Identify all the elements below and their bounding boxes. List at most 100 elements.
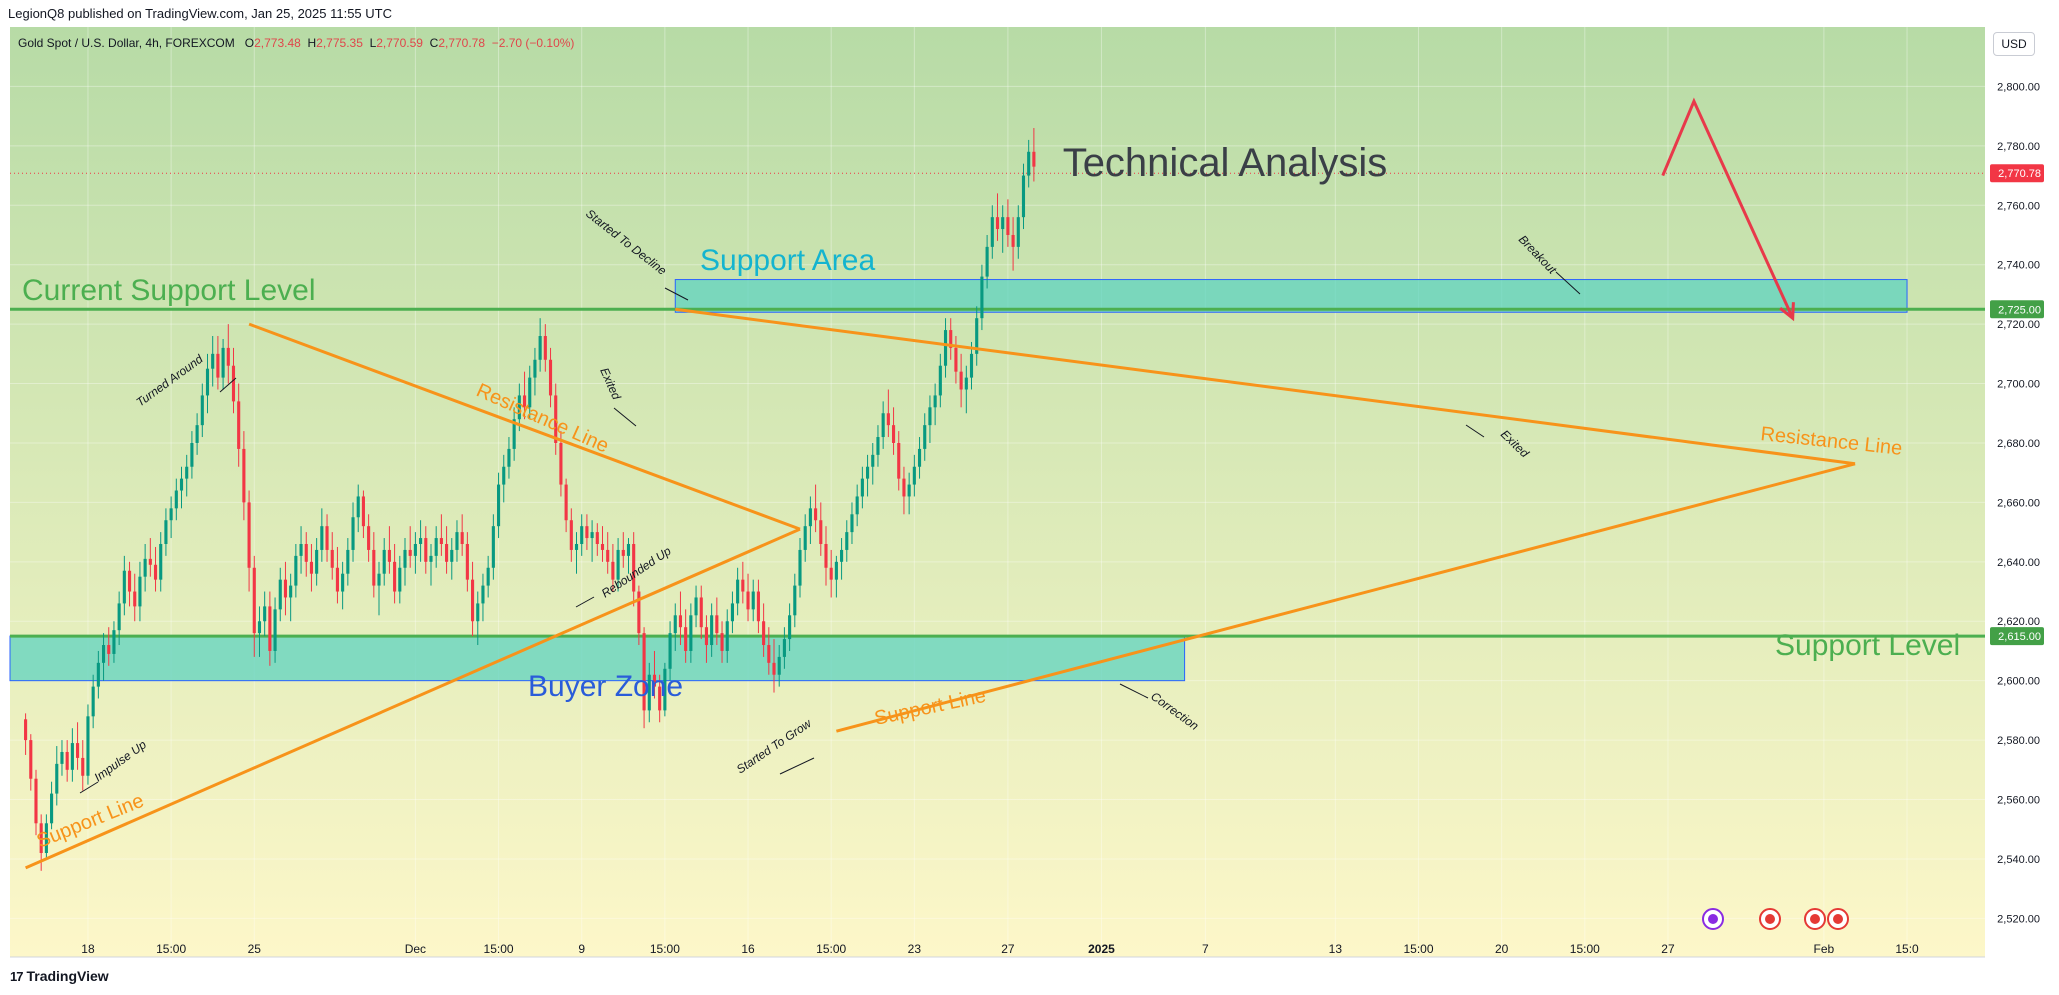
y-tick-label: 2,600.00 — [1997, 676, 2040, 688]
candle-body — [897, 442, 901, 479]
candle-body — [902, 478, 906, 497]
candle-body — [881, 413, 885, 438]
x-tick-label: 7 — [1202, 942, 1209, 956]
candle-body — [710, 615, 714, 646]
candle-body — [736, 579, 740, 604]
candle-body — [1006, 217, 1010, 235]
candle-body — [876, 437, 880, 455]
candle-body — [678, 615, 683, 628]
y-tick-label: 2,520.00 — [1997, 913, 2040, 925]
candle-body — [127, 570, 132, 592]
x-tick-label: Feb — [1814, 942, 1835, 956]
candle-body — [990, 217, 994, 247]
candle-body — [257, 621, 262, 634]
candle-body — [762, 621, 766, 646]
x-tick-label: 15:00 — [1403, 942, 1433, 956]
candle-body — [995, 217, 1000, 230]
y-tick-label: 2,760.00 — [1997, 200, 2040, 212]
note-pointer-3 — [575, 596, 595, 608]
candle-body — [793, 585, 797, 616]
candle-body — [943, 330, 948, 366]
candle-body — [304, 543, 308, 562]
projection-arrow — [1661, 97, 1795, 319]
candle-body — [419, 538, 423, 544]
candle-body — [325, 526, 329, 550]
candle-body — [211, 353, 215, 369]
high-value: 2,775.35 — [316, 36, 363, 50]
candle-body — [606, 549, 610, 562]
candle-body — [289, 585, 293, 598]
candle-body — [351, 517, 355, 550]
candle-body — [600, 543, 605, 550]
candle-body — [429, 555, 433, 562]
candle-body — [507, 448, 511, 467]
candle-body — [621, 549, 625, 556]
candle-body — [70, 743, 74, 770]
candle-body — [273, 609, 277, 651]
x-tick-label: 15:00 — [650, 942, 680, 956]
note-pointer-2 — [613, 407, 637, 427]
candle-body — [294, 555, 298, 586]
x-tick-label: Dec — [405, 942, 426, 956]
candle-body — [554, 395, 558, 443]
y-tick-label: 2,720.00 — [1997, 319, 2040, 331]
candle-body — [1011, 234, 1015, 247]
note-pointer-5 — [779, 757, 815, 775]
candle-body — [647, 674, 651, 711]
candle-body — [216, 353, 220, 378]
candle-body — [1032, 151, 1036, 167]
y-tick-label: 2,800.00 — [1997, 81, 2040, 93]
x-tick-label: 15:0 — [1895, 942, 1919, 956]
low-value: 2,770.59 — [376, 36, 423, 50]
candle-body — [715, 615, 719, 634]
candle-body — [751, 591, 755, 610]
note-pointer-1 — [664, 287, 689, 301]
candle-body — [959, 371, 963, 390]
candle-body — [912, 466, 916, 485]
note-pointer-0 — [219, 377, 237, 393]
projection — [1661, 97, 1795, 322]
candle-body — [283, 579, 288, 598]
x-tick-label: 18 — [81, 942, 95, 956]
close-label: C — [429, 36, 439, 50]
candle-body — [637, 591, 641, 634]
published-info: LegionQ8 published on TradingView.com, J… — [8, 6, 392, 21]
candle-body — [689, 615, 693, 651]
candle-body — [528, 377, 532, 408]
note-pointer-6 — [1119, 683, 1149, 699]
low-label: L — [369, 36, 377, 50]
x-tick-label: 13 — [1329, 942, 1343, 956]
projection-arrowhead — [1779, 302, 1795, 322]
candle-body — [486, 567, 490, 586]
candle-body — [471, 579, 475, 622]
candle-body — [803, 526, 807, 550]
chart-title: Technical Analysis — [1063, 141, 1388, 185]
candle-body — [76, 743, 80, 758]
candle-body — [829, 567, 833, 580]
trendlines — [24, 307, 1856, 870]
annotation-label: Support Level — [1775, 629, 1960, 662]
candle-body — [699, 597, 703, 628]
candle-body — [476, 603, 480, 622]
candle-body — [231, 365, 236, 402]
candle-body — [756, 591, 760, 622]
candle-body — [434, 538, 438, 556]
candle-body — [361, 496, 365, 527]
candle-body — [845, 532, 849, 550]
grid — [10, 27, 1985, 957]
tradingview-logo[interactable]: 17 TradingView — [10, 968, 109, 984]
candle-body — [1001, 217, 1005, 230]
candle-body — [808, 508, 812, 527]
candle-body — [148, 558, 152, 565]
candle-body — [855, 496, 859, 515]
candle-body — [652, 674, 657, 687]
candle-body — [834, 561, 838, 580]
candle-body — [574, 543, 579, 550]
candle-body — [450, 549, 454, 562]
note-pointer-4 — [79, 781, 99, 794]
candle-body — [907, 484, 911, 497]
candle-body — [933, 395, 937, 408]
currency-button[interactable]: USD — [1993, 32, 2035, 56]
candle-body — [65, 751, 69, 770]
